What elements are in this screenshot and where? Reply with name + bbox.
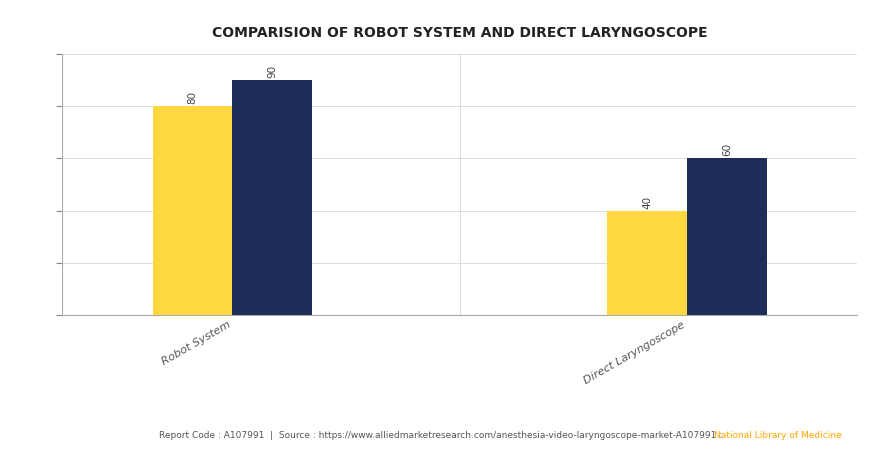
Text: 60: 60 bbox=[721, 143, 732, 156]
Bar bbox=[153, 106, 232, 315]
Title: COMPARISION OF ROBOT SYSTEM AND DIRECT LARYNGOSCOPE: COMPARISION OF ROBOT SYSTEM AND DIRECT L… bbox=[212, 27, 707, 40]
Bar bbox=[607, 211, 687, 315]
Text: 40: 40 bbox=[642, 195, 652, 208]
Bar bbox=[232, 80, 312, 315]
Text: Report Code : A107991  |  Source : https://www.alliedmarketresearch.com/anesthes: Report Code : A107991 | Source : https:/… bbox=[159, 431, 725, 440]
Text: 90: 90 bbox=[267, 65, 278, 78]
Text: National Library of Medicine: National Library of Medicine bbox=[714, 431, 842, 440]
Legend: First time success (%), Overall Success (%): First time success (%), Overall Success … bbox=[287, 445, 632, 450]
Bar bbox=[687, 158, 766, 315]
Text: 80: 80 bbox=[187, 91, 198, 104]
